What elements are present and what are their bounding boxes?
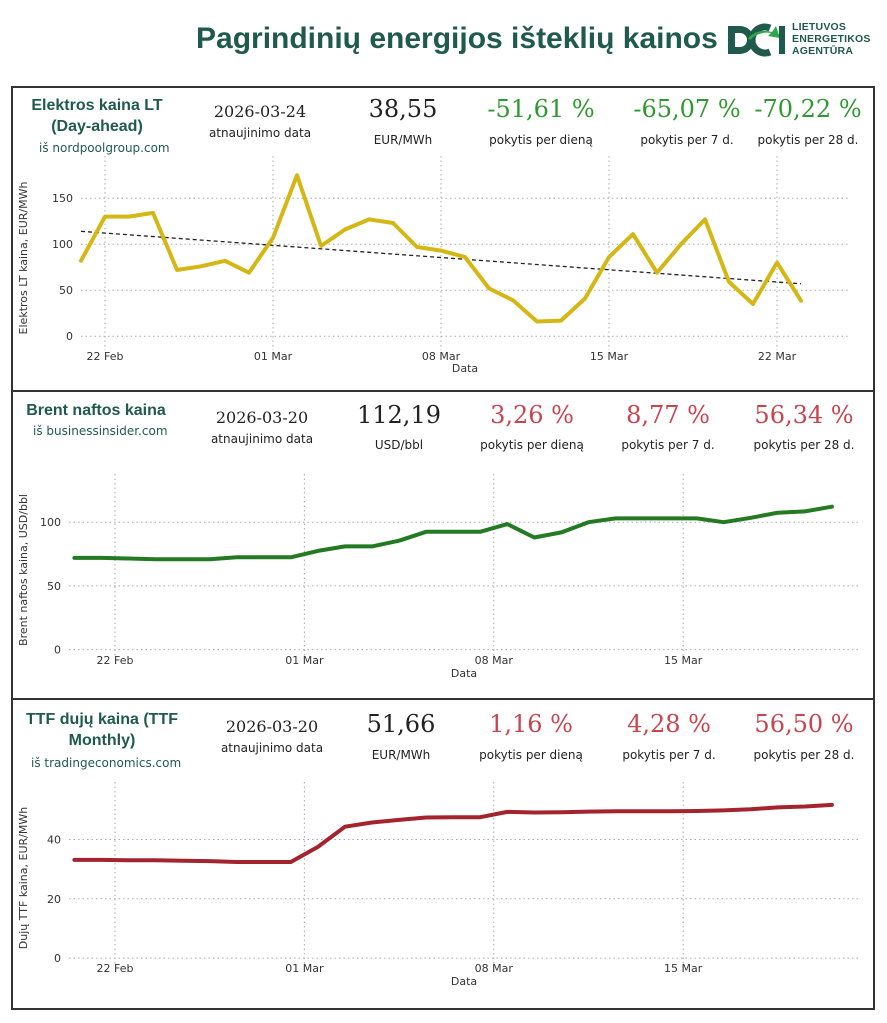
title-line-2: (Day-ahead) [51,118,143,135]
x-axis-label: Data [452,362,478,375]
source-link[interactable]: iš tradingeconomics.com [31,756,182,770]
change-7d-label: pokytis per 7 d. [622,748,716,762]
price-unit: USD/bbl [374,438,424,452]
header: Pagrindinių energijos išteklių kainos LI… [0,0,887,82]
series-line [79,173,803,324]
price-value: 51,66 [366,710,436,738]
y-tick-label: 50 [47,580,61,593]
y-tick-label: 40 [47,833,61,846]
x-tick-label: 22 Feb [97,962,134,975]
title-line-1: Elektros kaina LT [31,97,163,114]
change-7d-label: pokytis per 7 d. [621,438,715,452]
y-tick-label: 50 [59,284,73,297]
change-28d-value: 56,34 % [754,401,854,429]
change-1d-label: pokytis per dieną [489,133,593,147]
panel-title: Elektros kaina LT (Day-ahead) [23,95,171,137]
update-date-label: atnaujinimo data [220,741,324,755]
y-tick-label: 100 [40,516,61,529]
panel-title: Brent naftos kaina [26,402,166,419]
price-value: 112,19 [357,401,441,429]
page-title: Pagrindinių energijos išteklių kainos [196,22,718,55]
change-1d-label: pokytis per dieną [479,748,583,762]
y-axis-label: Dujų TTF kaina, EUR/MWh [17,807,30,949]
x-axis-label: Data [451,975,477,988]
change-28d-label: pokytis per 28 d. [753,438,855,452]
change-7d-value: 8,77 % [626,401,710,429]
update-date: 2026-03-24 [213,102,307,121]
series-line [72,504,834,562]
change-7d-value: -65,07 % [633,95,741,123]
x-tick-label: 01 Mar [285,962,324,975]
trendline [80,230,802,285]
change-28d-value: 56,50 % [754,710,854,738]
update-date: 2026-03-20 [215,408,309,427]
update-date-label: atnaujinimo data [208,126,312,140]
x-tick-label: 15 Mar [664,962,703,975]
logo-line-1: LIETUVOS [792,21,847,33]
brent-chart: 0 50 100 22 Feb 01 Mar 08 Mar 15 Mar Data Brent … [17,474,859,680]
x-tick-label: 15 Mar [664,654,703,667]
change-1d-value: 1,16 % [489,710,573,738]
change-1d-value: -51,61 % [487,95,595,123]
change-1d-label: pokytis per dieną [480,438,584,452]
x-tick-label: 22 Feb [97,654,134,667]
update-date: 2026-03-20 [225,717,319,736]
source-link[interactable]: iš nordpoolgroup.com [39,141,170,155]
y-axis-label: Elektros LT kaina, EUR/MWh [17,182,30,335]
change-28d-value: -70,22 % [754,95,862,123]
x-tick-label: 22 Mar [758,350,797,363]
price-unit: EUR/MWh [371,748,431,762]
change-1d-value: 3,26 % [490,401,574,429]
y-axis-label: Brent naftos kaina, USD/bbl [17,494,30,646]
title-line-1: TTF dujų kaina (TTF [26,711,178,728]
agency-logo: LIETUVOS ENERGETIKOS AGENTŪRA [726,20,876,64]
brent-panel: Brent naftos kaina iš businessinsider.co… [13,390,873,700]
price-unit: EUR/MWh [373,133,433,147]
ttf-chart: 0 20 40 22 Feb 01 Mar 08 Mar 15 Mar Data Dujų TT… [17,782,859,988]
change-7d-value: 4,28 % [627,710,711,738]
x-tick-label: 22 Feb [87,350,124,363]
y-tick-label: 100 [52,238,73,251]
electricity-chart: 0 50 100 150 22 Feb 01 Mar 08 Mar 15 Mar 22 Mar D… [17,156,849,375]
x-tick-label: 15 Mar [590,350,629,363]
ttf-panel: TTF dujų kaina (TTF Monthly) iš tradinge… [13,698,873,1010]
change-28d-label: pokytis per 28 d. [757,133,859,147]
electricity-panel: Elektros kaina LT (Day-ahead) iš nordpoo… [13,88,873,390]
charts-frame: Elektros kaina LT (Day-ahead) iš nordpoo… [11,86,875,1010]
y-tick-label: 0 [66,330,73,343]
logo-line-3: AGENTŪRA [792,45,854,57]
y-tick-label: 0 [54,952,61,965]
logo-line-2: ENERGETIKOS [792,33,871,45]
series-line [72,802,834,864]
update-date-label: atnaujinimo data [210,432,314,446]
source-link[interactable]: iš businessinsider.com [33,424,168,438]
x-tick-label: 08 Mar [475,654,514,667]
change-7d-label: pokytis per 7 d. [640,133,734,147]
logo-mark-icon [728,23,785,57]
y-tick-label: 150 [52,192,73,205]
panel-title: TTF dujų kaina (TTF Monthly) [22,709,182,751]
x-tick-label: 08 Mar [422,350,461,363]
y-tick-label: 20 [47,893,61,906]
price-value: 38,55 [368,95,438,123]
x-tick-label: 08 Mar [475,962,514,975]
change-28d-label: pokytis per 28 d. [753,748,855,762]
x-axis-label: Data [451,667,477,680]
x-tick-label: 01 Mar [285,654,324,667]
x-tick-label: 01 Mar [254,350,293,363]
title-line-2: Monthly) [68,732,136,749]
y-tick-label: 0 [54,644,61,657]
logo-text: LIETUVOS ENERGETIKOS AGENTŪRA [792,21,871,57]
